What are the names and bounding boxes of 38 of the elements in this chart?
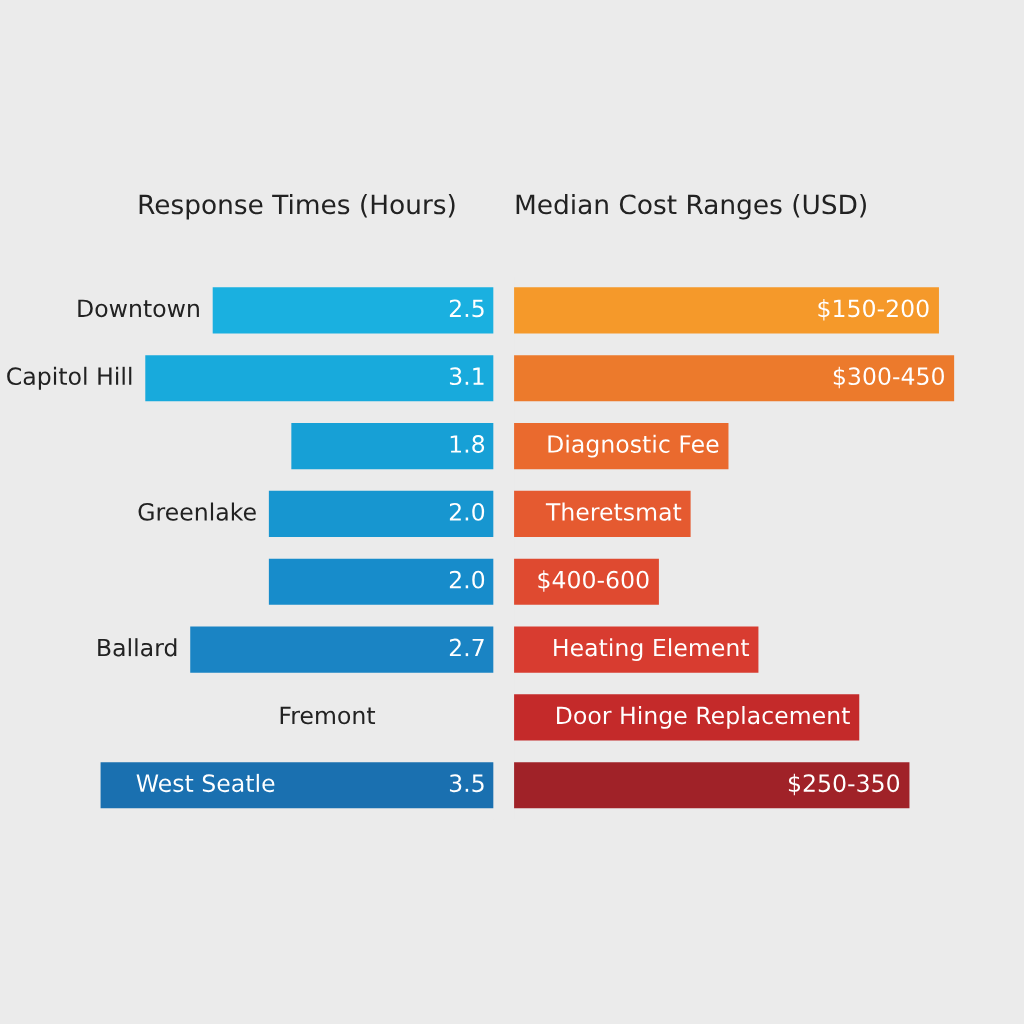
bar [212, 287, 494, 334]
bar [514, 694, 860, 741]
bar [291, 423, 494, 470]
bar [514, 287, 939, 334]
bar [100, 762, 494, 809]
chart-title: Response Times (Hours) [139, 193, 455, 220]
bar [514, 423, 729, 470]
chart-title: Median Cost Ranges (USD) [516, 193, 866, 220]
y-tick-label: West Seatle [136, 773, 275, 793]
bar [268, 558, 494, 605]
y-tick-label: $400-600 [538, 570, 649, 592]
bar [514, 626, 759, 673]
y-tick-label: Theretsmat [545, 502, 682, 521]
y-tick-label: Ballard [98, 638, 177, 657]
bar [514, 490, 691, 537]
bar [514, 558, 659, 605]
data-label: 3.1 [449, 367, 484, 386]
y-tick-label: $150-200 [818, 298, 929, 321]
y-tick-label: $250-350 [788, 773, 900, 796]
data-label: 2.7 [449, 638, 484, 657]
y-tick-label: Downtown [78, 299, 199, 318]
y-tick-label: Diagnostic Fee [548, 434, 719, 458]
y-tick-label: $300-450 [833, 366, 944, 389]
bar [514, 355, 955, 402]
y-tick-label: Heating Element [554, 638, 750, 662]
data-label: 1.8 [450, 435, 485, 453]
bar [145, 355, 494, 402]
data-label: 2.0 [449, 502, 485, 521]
y-tick-label: Capitol Hill [7, 366, 132, 390]
y-tick-label: Fremont [280, 706, 376, 725]
y-tick-label: Door Hinge Replacement [557, 706, 850, 729]
bar [514, 762, 910, 809]
data-label: 2.5 [449, 299, 484, 318]
data-label: 3.5 [449, 774, 484, 793]
bar [268, 490, 494, 537]
y-tick-label: Greenlake [138, 502, 256, 521]
data-label: 2.0 [449, 570, 485, 589]
bar [190, 626, 494, 673]
